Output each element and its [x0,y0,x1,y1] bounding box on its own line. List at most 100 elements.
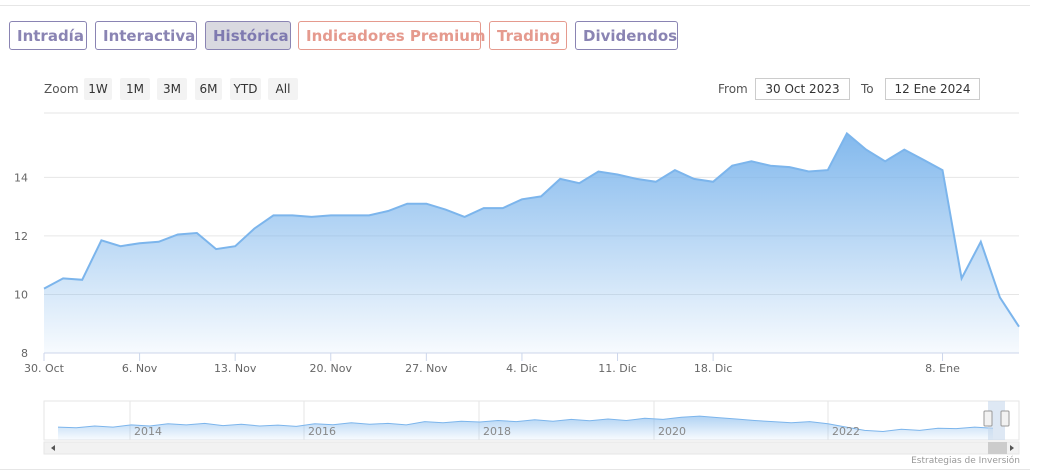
navigator-year-label: 2018 [483,425,511,438]
x-tick-label: 6. Nov [122,362,158,375]
data-point[interactable] [118,244,122,248]
navigator-selected-range[interactable] [988,401,1005,440]
zoom-button-1w[interactable]: 1W [84,78,112,100]
data-point[interactable] [501,206,505,210]
data-point[interactable] [310,215,314,219]
data-point[interactable] [386,209,390,213]
to-date-input[interactable]: 12 Ene 2024 [885,78,980,100]
data-point[interactable] [826,168,830,172]
price-area [44,133,1019,353]
zoom-button-ytd[interactable]: YTD [230,78,261,100]
navigator-year-label: 2022 [832,425,860,438]
data-point[interactable] [979,240,983,244]
data-point[interactable] [711,180,715,184]
data-point[interactable] [329,213,333,217]
navigator-area [58,416,993,440]
data-point[interactable] [788,165,792,169]
navigator[interactable]: 2014 2016 2018 2020 2022 [43,400,1020,455]
navigator-line [57,415,994,433]
data-point[interactable] [654,180,658,184]
data-point[interactable] [367,213,371,217]
credit-text[interactable]: Estrategias de Inversión [911,456,1020,466]
navigator-year-label: 2016 [308,425,336,438]
data-point[interactable] [883,159,887,163]
scrollbar-thumb[interactable] [988,442,1007,454]
data-point[interactable] [902,148,906,152]
data-point[interactable] [635,177,639,181]
navigator-right-handle[interactable] [1000,410,1010,427]
data-point[interactable] [539,194,543,198]
scroll-left-arrow-icon[interactable] [51,445,55,451]
data-point[interactable] [520,197,524,201]
data-point[interactable] [616,172,620,176]
data-point[interactable] [577,181,581,185]
from-label: From [718,82,748,96]
data-point[interactable] [424,202,428,206]
x-tick-label: 20. Nov [310,362,353,375]
tab-intrad-a[interactable]: Intradía [9,21,87,50]
y-tick-label: 12 [14,230,28,243]
data-point[interactable] [768,164,772,168]
data-point[interactable] [176,232,180,236]
data-point[interactable] [941,168,945,172]
x-tick-label: 11. Dic [598,362,637,375]
data-point[interactable] [596,170,600,174]
top-divider [0,5,1030,6]
navigator-left-handle[interactable] [983,410,993,427]
x-tick-label: 4. Dic [506,362,538,375]
data-point[interactable] [252,227,256,231]
tab-indicadores-premium[interactable]: Indicadores Premium [298,21,486,50]
data-point[interactable] [845,131,849,135]
price-line [43,131,1020,328]
data-point[interactable] [998,295,1002,299]
zoom-button-1m[interactable]: 1M [120,78,150,100]
tab-trading[interactable]: Trading [489,21,567,50]
data-point[interactable] [749,159,753,163]
from-date-input[interactable]: 30 Oct 2023 [755,78,850,100]
data-point[interactable] [463,215,467,219]
x-tick-label: 27. Nov [405,362,448,375]
navigator-year-label: 2014 [134,425,162,438]
scrollbar-track[interactable] [43,441,1020,455]
data-point[interactable] [233,244,237,248]
tab-interactiva[interactable]: Interactiva [95,21,197,50]
y-tick-label: 14 [14,171,28,184]
data-point[interactable] [271,213,275,217]
y-tick-label: 8 [21,347,28,360]
x-tick-label: 13. Nov [214,362,257,375]
data-point[interactable] [692,177,696,181]
data-point[interactable] [195,231,199,235]
data-point[interactable] [730,164,734,168]
data-point[interactable] [61,276,65,280]
tab-dividendos[interactable]: Dividendos [575,21,678,50]
data-point[interactable] [443,208,447,212]
bottom-divider [0,469,1030,470]
data-point[interactable] [348,213,352,217]
y-tick-label: 10 [14,288,28,301]
tab-hist-rica[interactable]: Histórica [205,21,291,50]
data-point[interactable] [157,240,161,244]
data-point[interactable] [42,287,46,291]
zoom-button-all[interactable]: All [268,78,298,100]
data-point[interactable] [291,213,295,217]
navigator-year-label: 2020 [658,425,686,438]
data-point[interactable] [482,206,486,210]
data-point[interactable] [864,148,868,152]
zoom-button-6m[interactable]: 6M [195,78,222,100]
data-point[interactable] [214,247,218,251]
data-point[interactable] [921,158,925,162]
scroll-right-arrow-icon[interactable] [1010,445,1014,451]
data-point[interactable] [673,168,677,172]
data-point[interactable] [80,278,84,282]
data-point[interactable] [1017,325,1021,329]
data-point[interactable] [807,170,811,174]
zoom-button-3m[interactable]: 3M [157,78,187,100]
data-point[interactable] [405,202,409,206]
x-tick-label: 18. Dic [694,362,733,375]
data-point[interactable] [99,238,103,242]
data-point[interactable] [960,276,964,280]
to-label: To [861,82,874,96]
data-point[interactable] [558,177,562,181]
data-point[interactable] [138,241,142,245]
